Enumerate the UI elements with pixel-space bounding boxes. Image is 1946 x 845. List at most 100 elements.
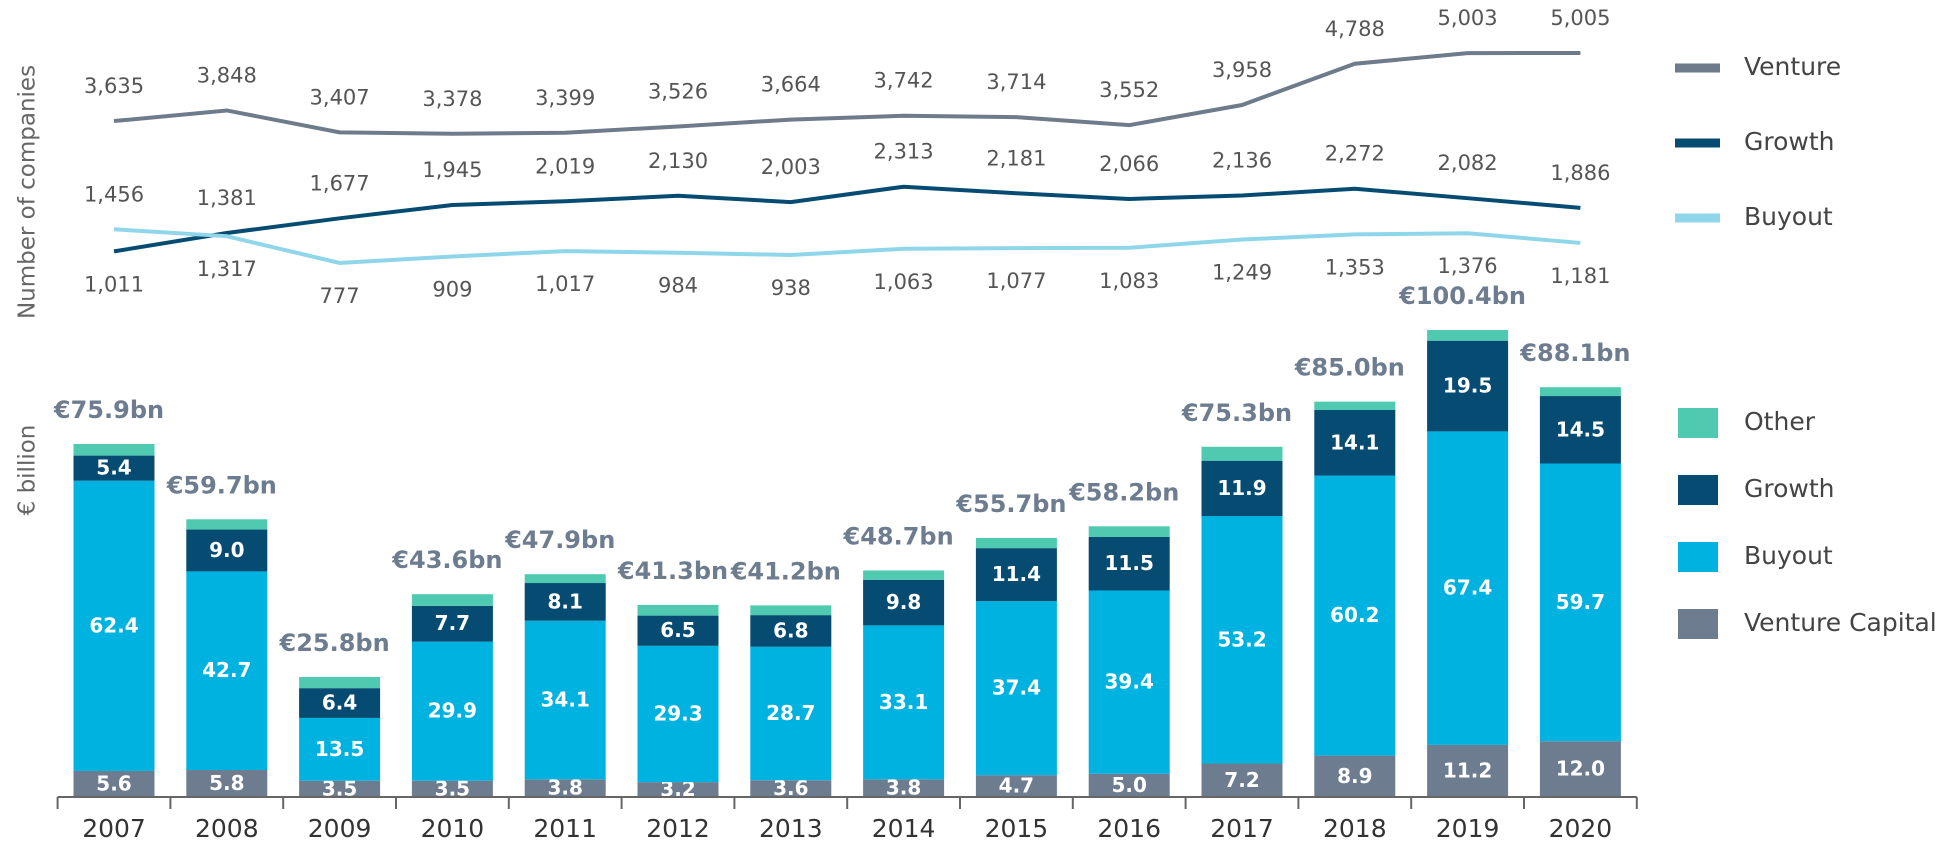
data-label: 2,019 — [535, 154, 595, 178]
data-label: 2,130 — [648, 149, 708, 173]
x-tick-label: 2020 — [1549, 814, 1613, 843]
bar-segment — [186, 529, 268, 572]
data-label: 984 — [658, 274, 698, 298]
data-label: 2,272 — [1325, 142, 1385, 166]
bar-segment — [411, 594, 493, 606]
data-label: 1,017 — [535, 272, 595, 296]
data-label: 5,003 — [1438, 6, 1498, 30]
bar-segment — [637, 615, 719, 646]
segment-label: 4.7 — [999, 774, 1034, 798]
segment-label: 7.2 — [1224, 768, 1259, 792]
bar-segment — [637, 604, 719, 616]
data-label: 1,077 — [986, 269, 1046, 293]
data-label: 1,317 — [197, 257, 257, 281]
data-label: 1,249 — [1212, 261, 1272, 285]
bar-segment — [1539, 387, 1621, 397]
bar-segment — [1314, 475, 1396, 756]
data-label: 1,376 — [1438, 254, 1498, 278]
legend-label: Other — [1744, 407, 1816, 436]
legend-label: Venture — [1744, 52, 1841, 81]
data-label: 1,677 — [310, 171, 370, 195]
bar-segment — [1314, 755, 1396, 797]
segment-label: 59.7 — [1556, 590, 1605, 614]
data-label: 938 — [771, 276, 811, 300]
data-label: 1,181 — [1550, 264, 1610, 288]
bar-segment — [411, 605, 493, 642]
segment-label: 11.9 — [1217, 476, 1266, 500]
bar-segment — [863, 579, 945, 626]
bar-segment — [975, 775, 1057, 797]
segment-label: 7.7 — [435, 611, 470, 635]
total-label: €59.7bn — [166, 471, 277, 499]
legend-label: Growth — [1744, 127, 1835, 156]
segment-label: 62.4 — [89, 613, 138, 637]
bar-segment — [524, 620, 606, 780]
data-label: 2,136 — [1212, 149, 1272, 173]
bar-segment — [186, 519, 268, 530]
x-tick-label: 2009 — [308, 814, 372, 843]
bar-segment — [299, 780, 381, 797]
bar-segment — [524, 779, 606, 797]
legend-swatch — [1678, 542, 1718, 572]
data-label: 3,407 — [310, 85, 370, 109]
x-tick-label: 2008 — [195, 814, 259, 843]
data-label: 5,005 — [1550, 6, 1610, 30]
data-label: 1,011 — [84, 272, 144, 296]
segment-label: 29.3 — [653, 701, 702, 725]
data-label: 3,958 — [1212, 58, 1272, 82]
x-tick-label: 2019 — [1436, 814, 1500, 843]
total-label: €48.7bn — [843, 522, 954, 550]
bar-segment — [73, 770, 155, 797]
bar-segment — [1201, 516, 1283, 764]
bar-segment — [1539, 396, 1621, 464]
data-label: 2,082 — [1438, 151, 1498, 175]
segment-label: 53.2 — [1217, 627, 1266, 651]
x-tick-label: 2014 — [872, 814, 936, 843]
bar-segment — [1539, 463, 1621, 742]
data-label: 2,066 — [1099, 152, 1159, 176]
segment-label: 11.2 — [1443, 758, 1492, 782]
data-label: 2,181 — [986, 146, 1046, 170]
segment-label: 6.5 — [660, 618, 695, 642]
y-axis-label: Number of companies — [15, 65, 41, 319]
segment-label: 60.2 — [1330, 603, 1379, 627]
data-label: 3,378 — [422, 87, 482, 111]
data-label: 3,526 — [648, 79, 708, 103]
data-label: 1,353 — [1325, 255, 1385, 279]
bar-segment — [524, 574, 606, 584]
bar-segment — [73, 480, 155, 771]
legend-label: Growth — [1744, 474, 1835, 503]
total-label: €58.2bn — [1068, 478, 1179, 506]
segment-label: 28.7 — [766, 701, 815, 725]
segment-label: 29.9 — [428, 699, 477, 723]
segment-label: 11.5 — [1105, 551, 1154, 575]
data-label: 909 — [432, 277, 472, 301]
segment-label: 3.8 — [886, 776, 921, 800]
line — [113, 227, 1581, 266]
segment-label: 8.9 — [1337, 764, 1372, 788]
data-label: 3,552 — [1099, 78, 1159, 102]
segment-label: 14.5 — [1556, 417, 1605, 441]
data-label: 3,714 — [986, 70, 1046, 94]
bar-segment — [750, 780, 832, 797]
bar-segment — [1314, 401, 1396, 411]
segment-label: 39.4 — [1105, 670, 1154, 694]
bar-segment — [863, 779, 945, 797]
segment-label: 19.5 — [1443, 374, 1492, 398]
x-tick-label: 2010 — [421, 814, 485, 843]
bar-segment — [524, 583, 606, 621]
bar-segment — [1088, 536, 1170, 591]
data-label: 3,664 — [761, 73, 821, 97]
segment-label: 9.0 — [209, 538, 244, 562]
bar-segment — [1427, 744, 1509, 797]
bar-segment — [411, 641, 493, 781]
data-label: 1,456 — [84, 182, 144, 206]
total-label: €55.7bn — [955, 490, 1066, 518]
data-label: 1,886 — [1550, 161, 1610, 185]
bar-segment — [863, 570, 945, 580]
bar-segment — [637, 782, 719, 797]
bar-segment — [975, 537, 1057, 549]
bar-segment — [750, 615, 832, 647]
segment-label: 5.0 — [1111, 773, 1146, 797]
